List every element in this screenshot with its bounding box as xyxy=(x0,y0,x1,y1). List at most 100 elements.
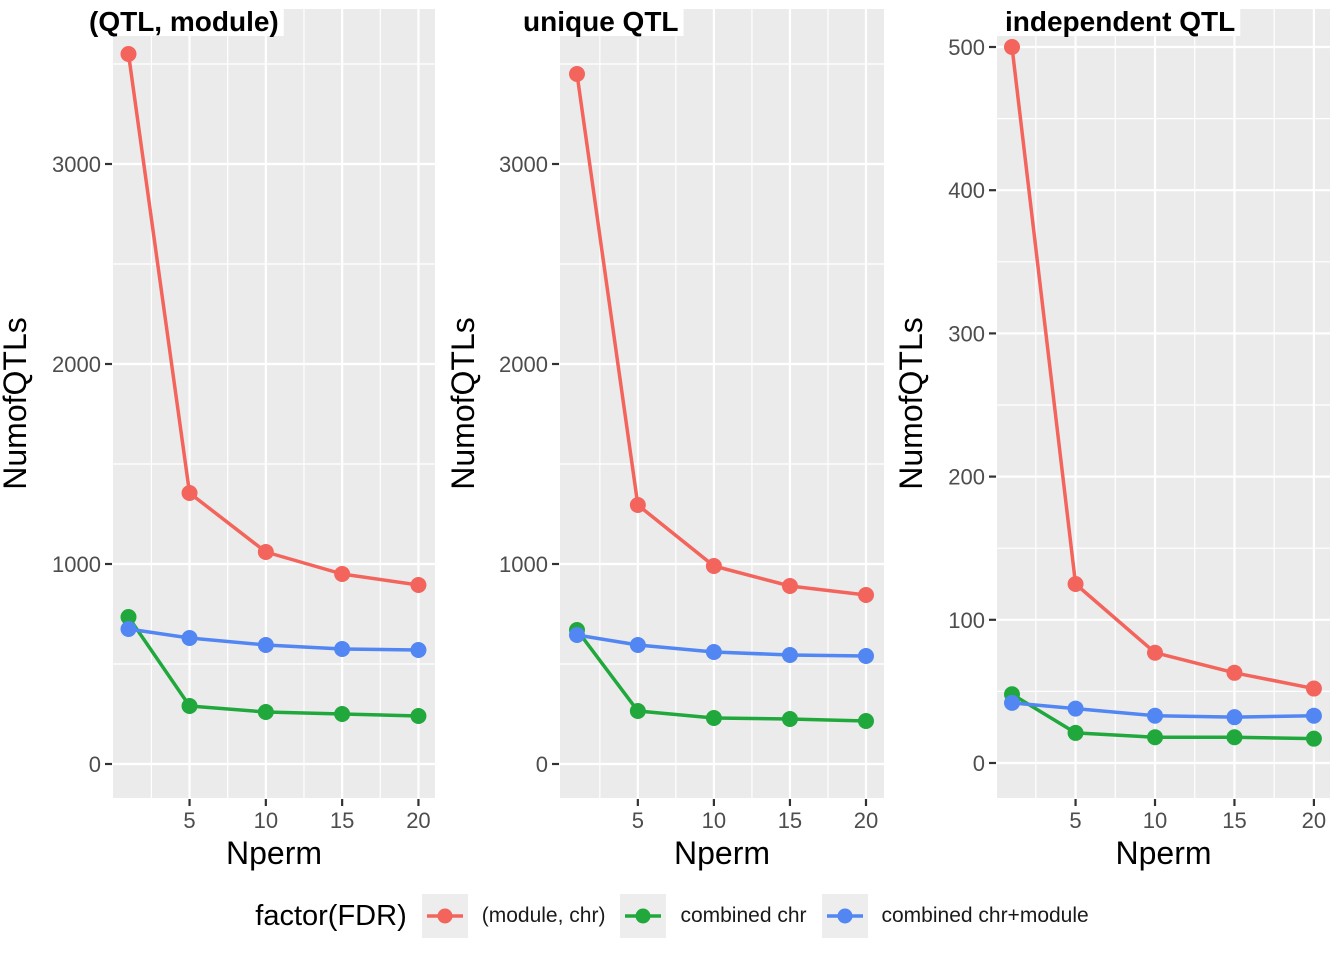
data-point-green xyxy=(781,711,798,727)
x-tick-label: 5 xyxy=(183,808,195,833)
panel-title-backing xyxy=(448,0,684,36)
data-point-green xyxy=(705,710,722,726)
data-point-red xyxy=(1004,39,1020,55)
data-point-blue xyxy=(334,641,351,657)
y-tick-label: 1000 xyxy=(52,552,101,577)
data-point-blue xyxy=(781,647,798,663)
data-point-green xyxy=(120,609,137,625)
line-chart-independent-qtl: 5 10 15 200100200300400500NpermNumofQTLsind… xyxy=(896,0,1330,871)
data-point-red xyxy=(1226,664,1243,681)
data-point-red xyxy=(1067,576,1084,592)
y-axis-title: NumofQTLs xyxy=(896,317,929,489)
x-axis-title: Nperm xyxy=(226,835,322,871)
y-tick-label: 0 xyxy=(89,752,101,777)
x-tick-label: 10 xyxy=(702,808,726,833)
data-point-green xyxy=(1147,729,1164,746)
data-point-green xyxy=(257,704,274,720)
data-point-blue xyxy=(181,630,198,646)
legend-label: combined chr xyxy=(680,904,807,927)
y-tick-label: 400 xyxy=(948,178,985,203)
data-point-blue xyxy=(410,642,427,658)
x-axis-title: Nperm xyxy=(1115,835,1211,871)
panel-background xyxy=(997,9,1330,798)
panel-title: unique QTL xyxy=(523,6,679,37)
chart-panel-qtl-module: 5 10 15 20 0 1000 2000 3000 Nperm NumofQTLs (QTL, … xyxy=(0,0,448,872)
data-point-green xyxy=(629,703,646,719)
data-point-green xyxy=(410,708,427,724)
x-tick-label: 20 xyxy=(854,808,878,833)
y-tick-label: 2000 xyxy=(52,352,101,377)
data-point-red xyxy=(857,587,874,603)
data-point-green xyxy=(334,706,351,722)
line-point-icon xyxy=(625,908,662,924)
panel-title: independent QTL xyxy=(1005,6,1235,37)
data-point-red xyxy=(410,577,427,593)
data-point-green xyxy=(181,698,198,714)
x-tick-label: 10 xyxy=(1143,808,1167,833)
data-point-red xyxy=(629,497,646,513)
line-point-icon xyxy=(826,908,863,924)
x-tick-label: 20 xyxy=(406,808,430,833)
legend-key-box xyxy=(620,894,667,938)
x-tick-label: 10 xyxy=(254,808,278,833)
legend-key-box xyxy=(421,894,468,938)
legend: factor(FDR) (module, chr) combined chr xyxy=(0,872,1344,960)
legend-label: (module, chr) xyxy=(481,904,606,927)
data-point-red xyxy=(1147,644,1164,661)
y-tick-label: 1000 xyxy=(499,552,548,577)
y-axis-title: NumofQTLs xyxy=(0,317,33,489)
legend-item-combined-chr-module: combined chr+module xyxy=(821,894,1089,938)
legend-title: factor(FDR) xyxy=(255,899,407,932)
data-point-red xyxy=(334,566,351,582)
data-point-red xyxy=(181,485,198,501)
legend-item-combined-chr: combined chr xyxy=(620,894,807,938)
data-point-blue xyxy=(705,644,722,660)
data-point-green xyxy=(1305,730,1322,747)
y-tick-label: 3000 xyxy=(499,152,548,177)
x-tick-label: 15 xyxy=(1222,808,1246,833)
data-point-blue xyxy=(857,648,874,664)
line-point-icon xyxy=(426,908,463,924)
data-point-red xyxy=(705,558,722,574)
data-point-blue xyxy=(1305,707,1322,724)
charts-row: 5 10 15 20 0 1000 2000 3000 Nperm NumofQTLs (QTL, … xyxy=(0,0,1344,872)
y-tick-label: 300 xyxy=(948,321,985,346)
data-point-blue xyxy=(120,621,137,637)
chart-panel-independent-qtl: 5 10 15 20 0 100 200 300 400 500 Nperm NumofQTLs ind… xyxy=(896,0,1344,872)
y-tick-label: 0 xyxy=(973,751,985,776)
data-point-red xyxy=(257,544,274,560)
data-point-blue xyxy=(569,627,585,643)
y-tick-label: 2000 xyxy=(499,352,548,377)
panel-title: (QTL, module) xyxy=(89,6,279,37)
legend-key-box xyxy=(821,894,868,938)
data-point-red xyxy=(1305,680,1322,697)
x-tick-label: 15 xyxy=(778,808,802,833)
data-point-blue xyxy=(1067,700,1084,717)
x-tick-label: 15 xyxy=(330,808,354,833)
line-chart-qtl-module: 5 10 15 20 0 1000 2000 3000 Nperm NumofQTLs (QTL, … xyxy=(0,0,435,871)
data-point-red xyxy=(781,578,798,594)
x-axis-title: Nperm xyxy=(674,835,770,871)
x-tick-label: 5 xyxy=(632,808,644,833)
data-point-green xyxy=(1067,724,1084,741)
x-tick-label: 5 xyxy=(1069,808,1081,833)
legend-item-module-chr: (module, chr) xyxy=(421,894,606,938)
panel-background xyxy=(113,9,435,798)
data-point-blue xyxy=(257,637,274,653)
data-point-blue xyxy=(1226,709,1243,726)
data-point-red xyxy=(569,66,585,82)
panel-title-backing xyxy=(896,0,1241,36)
y-tick-label: 100 xyxy=(948,608,985,633)
data-point-green xyxy=(857,713,874,729)
data-point-blue xyxy=(1147,707,1164,724)
x-tick-label: 20 xyxy=(1302,808,1326,833)
y-tick-label: 3000 xyxy=(52,152,101,177)
chart-panel-unique-qtl: 5 10 15 20 0 1000 2000 3000 Nperm NumofQTLs unique… xyxy=(448,0,896,872)
y-tick-label: 0 xyxy=(536,752,548,777)
line-chart-unique-qtl: 5 10 15 20 0 1000 2000 3000 Nperm NumofQTLs unique… xyxy=(448,0,884,871)
y-axis-title: NumofQTLs xyxy=(448,317,481,489)
y-tick-label: 200 xyxy=(948,465,985,490)
data-point-green xyxy=(1226,729,1243,746)
data-point-red xyxy=(120,46,137,62)
